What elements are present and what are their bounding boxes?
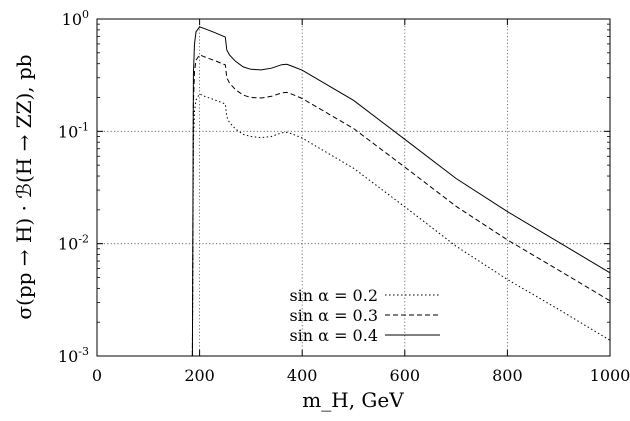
y-axis-label: σ(pp → H) · ℬ(H → ZZ), pb: [12, 54, 36, 319]
x-tick-label: 200: [184, 366, 215, 385]
y-tick-label: 10-1: [58, 120, 89, 141]
x-tick-label: 600: [390, 366, 421, 385]
x-tick-label: 800: [492, 366, 523, 385]
y-tick-label: 10-3: [58, 345, 89, 366]
grid: [97, 19, 610, 356]
series-lines: [191, 26, 611, 357]
y-tick-label: 100: [62, 8, 89, 29]
legend-label: sin α = 0.3: [289, 306, 378, 325]
plot-frame: [96, 18, 611, 357]
series-line: [191, 26, 611, 357]
x-tick-label: 0: [92, 366, 102, 385]
series-line: [191, 54, 611, 357]
legend-label: sin α = 0.2: [289, 286, 378, 305]
y-tick-label: 10-2: [58, 233, 89, 254]
x-tick-label: 400: [287, 366, 318, 385]
ticks: 0 200 400 600 800 1000 100 10-1 10-2 10-3: [58, 8, 630, 385]
series-line: [191, 93, 611, 357]
x-axis-label: m_H, GeV: [302, 388, 404, 412]
legend-label: sin α = 0.4: [289, 326, 378, 345]
x-tick-label: 1000: [590, 366, 630, 385]
